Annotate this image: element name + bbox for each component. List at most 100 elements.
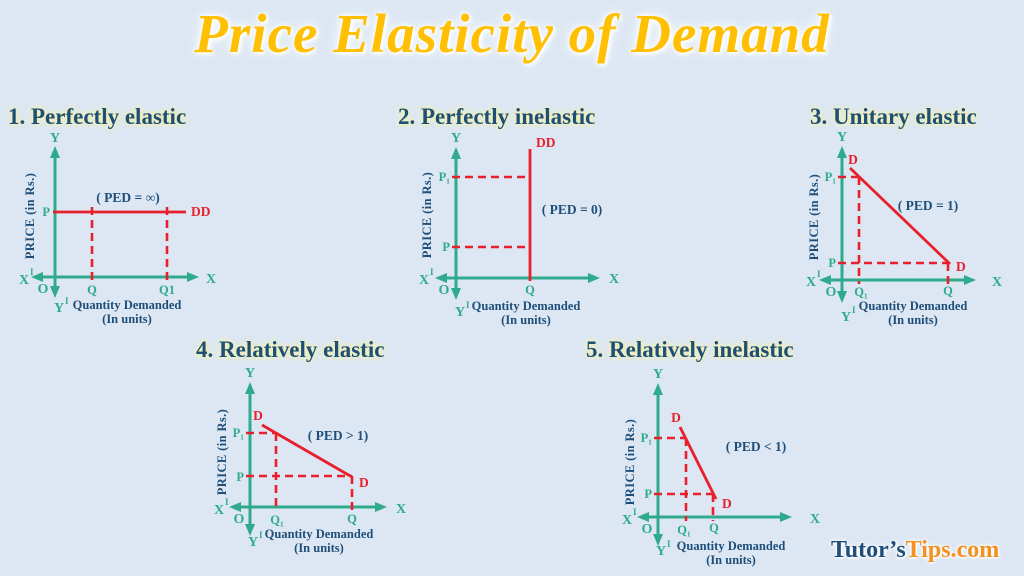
graph-perfectly-inelastic: DD P₁ P ( PED = 0) Y Y I X X I O Q PRICE… bbox=[419, 131, 619, 327]
y-axis-end-label: Y bbox=[245, 366, 255, 381]
arrow-up-icon bbox=[451, 147, 461, 159]
price-label-p: P bbox=[644, 487, 652, 501]
x-prime-mark: I bbox=[633, 507, 637, 517]
arrow-left-icon bbox=[819, 275, 831, 285]
x-prime-label: X bbox=[622, 513, 632, 528]
arrow-right-icon bbox=[780, 512, 792, 522]
arrow-up-icon bbox=[245, 382, 255, 394]
arrow-up-icon bbox=[50, 146, 60, 158]
y-axis-end-label: Y bbox=[50, 131, 60, 146]
y-prime-mark: I bbox=[667, 539, 671, 549]
x-prime-label: X bbox=[419, 273, 429, 288]
qty-caption-line1: Quantity Demanded bbox=[73, 298, 182, 312]
x-prime-label: X bbox=[806, 275, 816, 290]
qty-caption-line2: (In units) bbox=[888, 313, 938, 327]
curve-label-dd: DD bbox=[191, 204, 211, 219]
dashed-guide-p-q bbox=[246, 474, 354, 511]
y-axis-end-label: Y bbox=[451, 131, 461, 146]
demand-curve bbox=[261, 423, 353, 479]
price-label-p: P bbox=[828, 256, 836, 270]
price-axis-label: PRICE (in Rs.) bbox=[215, 409, 229, 496]
y-prime-label: Y bbox=[248, 535, 258, 550]
brand-part-tutors: Tutor’s bbox=[831, 537, 906, 563]
arrow-down-icon bbox=[451, 288, 461, 300]
price-label-p: P bbox=[42, 205, 50, 219]
arrow-right-icon bbox=[588, 273, 600, 283]
y-prime-label: Y bbox=[841, 310, 851, 325]
arrow-left-icon bbox=[435, 273, 447, 283]
arrow-up-icon bbox=[653, 383, 663, 395]
y-prime-mark: I bbox=[852, 305, 856, 315]
origin-label: O bbox=[439, 283, 450, 298]
y-axis-end-label: Y bbox=[653, 367, 663, 382]
page-title: Price Elasticity of Demand bbox=[194, 3, 830, 64]
brand-watermark: Tutor’sTips.com bbox=[831, 537, 999, 564]
price-label-p1: P₁ bbox=[825, 170, 837, 184]
x-prime-label: X bbox=[214, 503, 224, 518]
arrow-left-icon bbox=[229, 502, 241, 512]
arrow-left-icon bbox=[637, 512, 649, 522]
ped-label: ( PED = ∞) bbox=[96, 190, 159, 205]
x-axis-end-label: X bbox=[206, 272, 216, 287]
dashed-guide-p-q bbox=[654, 492, 715, 521]
dashed-guide-p1-q1 bbox=[838, 175, 861, 284]
x-axis-end-label: X bbox=[609, 272, 619, 287]
y-axis-end-label: Y bbox=[837, 130, 847, 145]
x-prime-mark: I bbox=[225, 497, 229, 507]
curve-label-d-top: D bbox=[848, 152, 858, 167]
x-axis-end-label: X bbox=[992, 275, 1002, 290]
qty-label-q1: Q1 bbox=[159, 283, 175, 297]
x-prime-label: X bbox=[19, 273, 29, 288]
ped-label: ( PED > 1) bbox=[308, 428, 369, 443]
arrow-right-icon bbox=[964, 275, 976, 285]
qty-caption-line2: (In units) bbox=[102, 312, 152, 326]
arrow-down-icon bbox=[245, 524, 255, 536]
arrow-down-icon bbox=[653, 534, 663, 546]
price-axis-label: PRICE (in Rs.) bbox=[23, 173, 37, 260]
qty-caption-line1: Quantity Demanded bbox=[677, 539, 786, 553]
section-heading-5: 5. Relatively inelastic bbox=[586, 337, 794, 362]
qty-label-q: Q bbox=[347, 512, 357, 526]
qty-label-q: Q bbox=[709, 521, 719, 535]
graph-relatively-elastic: D D P₁ P ( PED > 1) Y Y I X X I O Q₁ Q P… bbox=[214, 366, 406, 555]
dashed-guide-p1-q1 bbox=[246, 431, 278, 511]
ped-label: ( PED = 1) bbox=[898, 198, 959, 213]
price-axis-label: PRICE (in Rs.) bbox=[420, 172, 434, 259]
qty-label-q: Q bbox=[943, 284, 953, 298]
x-axis-end-label: X bbox=[810, 512, 820, 527]
qty-caption-line1: Quantity Demanded bbox=[265, 527, 374, 541]
curve-label-d-bottom: D bbox=[956, 259, 966, 274]
section-heading-1: 1. Perfectly elastic bbox=[8, 104, 187, 129]
price-label-p1: P₁ bbox=[439, 170, 451, 184]
arrow-up-icon bbox=[837, 146, 847, 158]
qty-caption-line1: Quantity Demanded bbox=[472, 299, 581, 313]
x-axis-end-label: X bbox=[396, 502, 406, 517]
origin-label: O bbox=[38, 282, 49, 297]
arrow-down-icon bbox=[837, 291, 847, 303]
curve-label-d-top: D bbox=[671, 410, 681, 425]
curve-label-dd: DD bbox=[536, 135, 556, 150]
x-prime-mark: I bbox=[817, 269, 821, 279]
y-prime-mark: I bbox=[65, 296, 69, 306]
qty-caption-line2: (In units) bbox=[706, 553, 756, 567]
demand-curve bbox=[849, 166, 951, 266]
y-prime-label: Y bbox=[656, 544, 666, 559]
y-prime-mark: I bbox=[466, 300, 470, 310]
qty-label-q1: Q₁ bbox=[677, 523, 691, 537]
ped-label: ( PED < 1) bbox=[726, 439, 787, 454]
x-prime-mark: I bbox=[30, 267, 34, 277]
qty-label-q: Q bbox=[87, 283, 97, 297]
graph-relatively-inelastic: D D P₁ P ( PED < 1) Y Y I X X I O Q₁ Q P… bbox=[622, 367, 820, 567]
origin-label: O bbox=[826, 285, 837, 300]
arrow-left-icon bbox=[31, 272, 43, 282]
arrow-right-icon bbox=[187, 272, 199, 282]
y-prime-label: Y bbox=[54, 301, 64, 316]
qty-label-q: Q bbox=[525, 283, 535, 297]
ped-label: ( PED = 0) bbox=[542, 202, 603, 217]
price-label-p: P bbox=[236, 470, 244, 484]
dashed-guide-p-q bbox=[838, 261, 950, 284]
qty-caption-line2: (In units) bbox=[501, 313, 551, 327]
qty-caption-line1: Quantity Demanded bbox=[859, 299, 968, 313]
dashed-guide-p1-q1 bbox=[654, 436, 688, 521]
